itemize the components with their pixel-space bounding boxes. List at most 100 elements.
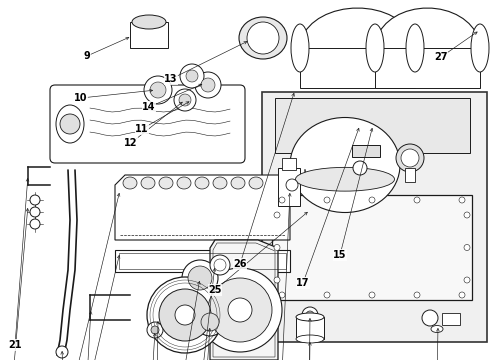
Ellipse shape <box>406 24 424 72</box>
Circle shape <box>396 144 424 172</box>
Circle shape <box>182 260 218 296</box>
Circle shape <box>159 289 211 341</box>
Circle shape <box>174 89 196 111</box>
Circle shape <box>201 313 219 331</box>
Circle shape <box>151 326 159 334</box>
Bar <box>278 168 300 206</box>
Ellipse shape <box>141 177 155 189</box>
Ellipse shape <box>239 17 287 59</box>
Circle shape <box>286 179 298 191</box>
Bar <box>405 168 415 182</box>
Circle shape <box>210 255 230 275</box>
Bar <box>300 48 415 88</box>
Text: 10: 10 <box>74 93 88 103</box>
Text: 17: 17 <box>296 278 310 288</box>
Ellipse shape <box>471 24 489 72</box>
Polygon shape <box>375 8 480 56</box>
Circle shape <box>274 212 280 218</box>
Circle shape <box>198 268 282 352</box>
Circle shape <box>414 197 420 203</box>
Polygon shape <box>300 8 415 56</box>
Text: 9: 9 <box>84 51 90 61</box>
Circle shape <box>422 310 438 326</box>
Polygon shape <box>115 175 290 240</box>
Circle shape <box>208 278 272 342</box>
Circle shape <box>302 307 318 323</box>
Ellipse shape <box>213 177 227 189</box>
Ellipse shape <box>296 313 324 321</box>
Bar <box>115 250 290 272</box>
Ellipse shape <box>431 325 443 333</box>
Bar <box>130 22 168 48</box>
Text: 14: 14 <box>142 102 156 112</box>
Text: 21: 21 <box>8 340 22 350</box>
Circle shape <box>144 76 172 104</box>
Ellipse shape <box>291 24 309 72</box>
Circle shape <box>279 292 285 298</box>
Bar <box>272 195 472 300</box>
Bar <box>275 98 470 153</box>
Circle shape <box>369 197 375 203</box>
Text: 25: 25 <box>208 285 222 295</box>
Circle shape <box>60 114 80 134</box>
Circle shape <box>279 197 285 203</box>
Text: 11: 11 <box>135 124 149 134</box>
Circle shape <box>30 195 40 205</box>
Text: 12: 12 <box>124 138 138 148</box>
Circle shape <box>414 292 420 298</box>
Bar <box>375 48 480 88</box>
Circle shape <box>324 292 330 298</box>
Circle shape <box>464 277 470 283</box>
Ellipse shape <box>159 177 173 189</box>
Bar <box>119 253 286 269</box>
Circle shape <box>186 70 198 82</box>
Circle shape <box>353 161 367 175</box>
Text: 13: 13 <box>164 74 178 84</box>
Circle shape <box>188 266 212 290</box>
Polygon shape <box>210 240 278 360</box>
Text: 27: 27 <box>434 52 448 62</box>
Circle shape <box>464 244 470 251</box>
Bar <box>442 313 460 325</box>
Bar <box>282 158 296 170</box>
Bar <box>296 317 324 339</box>
Text: 15: 15 <box>333 250 347 260</box>
Bar <box>262 92 487 342</box>
Circle shape <box>369 292 375 298</box>
Circle shape <box>459 292 465 298</box>
Circle shape <box>180 64 204 88</box>
Circle shape <box>274 244 280 251</box>
Text: 26: 26 <box>233 259 247 269</box>
Circle shape <box>56 346 68 358</box>
FancyBboxPatch shape <box>50 85 245 163</box>
Circle shape <box>150 82 166 98</box>
Circle shape <box>175 305 195 325</box>
Ellipse shape <box>56 105 84 143</box>
Bar <box>352 145 380 157</box>
Ellipse shape <box>366 24 384 72</box>
Circle shape <box>306 311 314 319</box>
Circle shape <box>228 298 252 322</box>
Circle shape <box>147 322 163 338</box>
Ellipse shape <box>249 177 263 189</box>
Ellipse shape <box>290 117 400 212</box>
Circle shape <box>401 149 419 167</box>
Circle shape <box>274 277 280 283</box>
Circle shape <box>459 197 465 203</box>
Circle shape <box>324 197 330 203</box>
Ellipse shape <box>295 167 394 191</box>
Circle shape <box>196 308 224 336</box>
Ellipse shape <box>177 177 191 189</box>
Circle shape <box>201 78 215 92</box>
Circle shape <box>179 94 191 106</box>
Circle shape <box>247 22 279 54</box>
Circle shape <box>195 72 221 98</box>
Circle shape <box>30 207 40 217</box>
Ellipse shape <box>195 177 209 189</box>
Circle shape <box>147 277 223 353</box>
Circle shape <box>30 219 40 229</box>
Circle shape <box>464 212 470 218</box>
Ellipse shape <box>296 335 324 343</box>
Ellipse shape <box>123 177 137 189</box>
Ellipse shape <box>132 15 166 29</box>
